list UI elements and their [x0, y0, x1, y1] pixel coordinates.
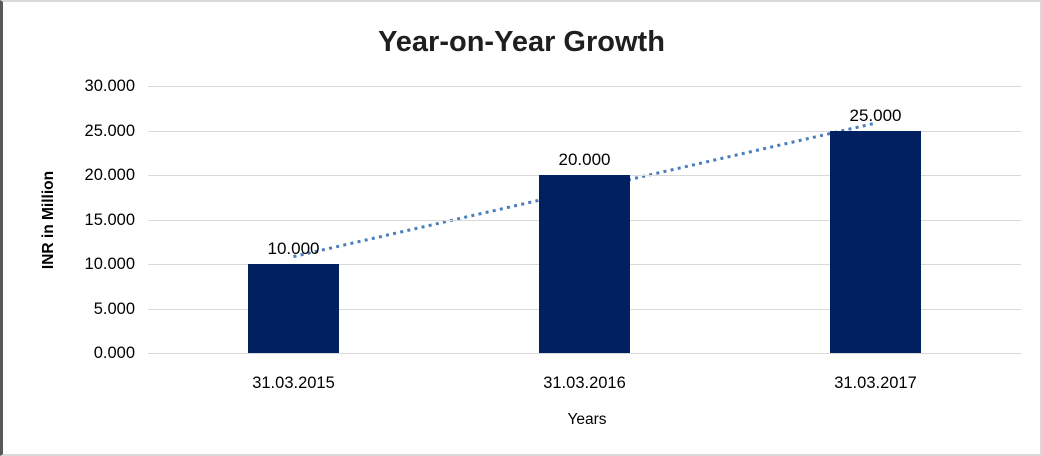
chart-title: Year-on-Year Growth: [378, 26, 665, 58]
y-tick-label: 15.000: [84, 210, 135, 229]
gridline: [148, 130, 1021, 132]
x-tick-label: 31.03.2015: [252, 374, 335, 392]
y-tick-label: 5.000: [93, 299, 135, 318]
x-tick-label: 31.03.2017: [834, 374, 917, 392]
bar-31.03.2015: [248, 264, 339, 353]
data-label: 10.000: [267, 239, 320, 258]
bar-31.03.2017: [830, 130, 921, 353]
data-label: 25.000: [849, 105, 902, 125]
gridline: [148, 353, 1021, 354]
y-tick-label: 30.000: [84, 77, 135, 95]
y-tick-label: 10.000: [84, 255, 135, 273]
bar-31.03.2016: [539, 175, 630, 353]
gridline: [148, 86, 1021, 87]
y-tick-label: 25.000: [84, 121, 135, 140]
data-label: 20.000: [558, 150, 611, 169]
x-tick-label: 31.03.2016: [543, 374, 626, 392]
y-tick-label: 20.000: [84, 166, 135, 184]
y-tick-label: 0.000: [93, 344, 135, 362]
x-axis-title: Years: [567, 411, 607, 428]
